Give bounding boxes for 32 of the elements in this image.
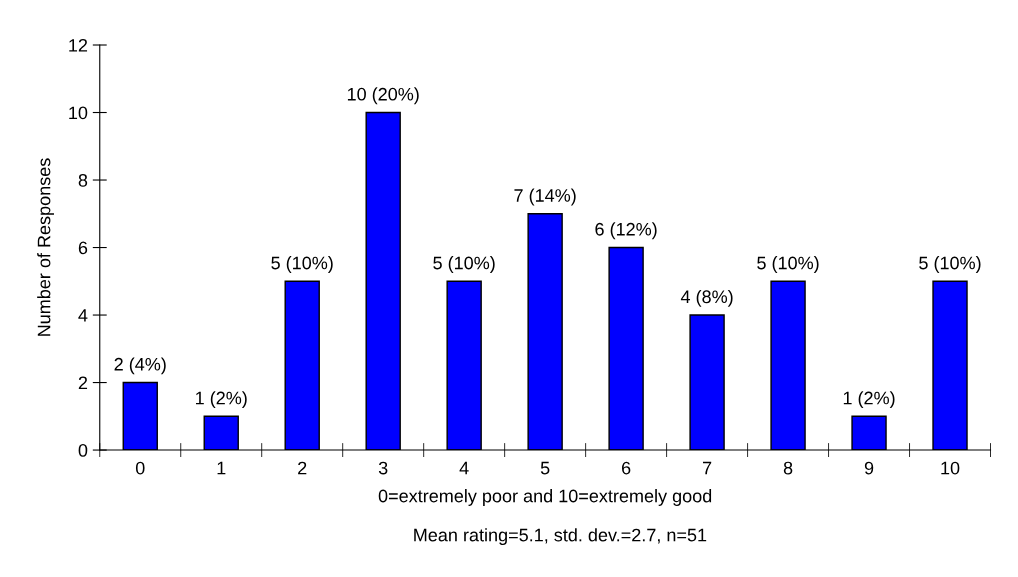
data-label: 7 (14%) <box>514 188 576 206</box>
text: Mean rating=5.1, std. dev.=2.7, n=51 <box>414 528 707 546</box>
x-tick-label: 6 <box>622 461 631 475</box>
data-label: 5 (10%) <box>271 256 333 273</box>
data-label: 2 (4%) <box>114 357 166 375</box>
data-label: 1 (2%) <box>843 391 895 408</box>
x-tick-label: 10 <box>941 461 960 475</box>
x-tick-label: 1 <box>217 461 226 475</box>
data-label: 10 (20%) <box>347 87 419 105</box>
x-tick-label: 7 <box>703 461 712 475</box>
data-label: 5 (10%) <box>919 256 981 273</box>
x-tick-label: 3 <box>378 461 388 475</box>
y-tick-label: 0 <box>78 443 88 457</box>
y-tick-label: 8 <box>78 173 88 187</box>
data-label: 5 (10%) <box>433 256 495 273</box>
y-tick-label: 10 <box>69 106 88 120</box>
x-axis-title: 0=extremely poor and 10=extremely good <box>378 489 712 506</box>
x-tick-label: 5 <box>540 461 550 475</box>
data-label: 6 (12%) <box>595 222 657 240</box>
x-tick-label: 8 <box>783 461 793 475</box>
data-label: 1 (2%) <box>196 391 247 408</box>
x-tick-label: 4 <box>459 461 469 475</box>
y-tick-label: 2 <box>78 376 88 390</box>
x-tick-label: 2 <box>298 461 307 475</box>
data-label: 5 (10%) <box>757 256 819 273</box>
y-tick-label: 4 <box>78 309 88 322</box>
data-label: 4 (8%) <box>680 289 733 307</box>
y-tick-label: 6 <box>78 241 88 255</box>
x-tick-label: 9 <box>864 461 874 475</box>
y-axis-title: Number of Responses <box>37 158 54 336</box>
y-tick-label: 12 <box>69 38 88 52</box>
x-tick-label: 0 <box>135 461 145 475</box>
